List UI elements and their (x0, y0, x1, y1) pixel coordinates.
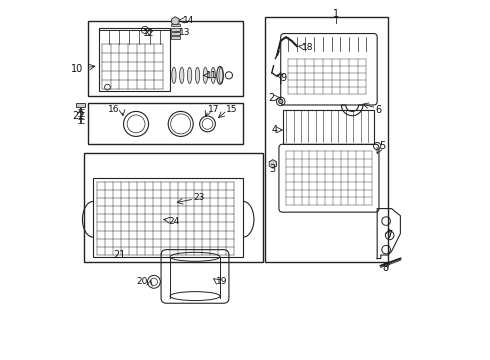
Bar (171, 36, 180, 39)
Bar (93, 178, 243, 257)
Circle shape (279, 99, 283, 104)
Bar (265, 18, 388, 262)
Text: 2: 2 (269, 93, 275, 103)
Text: 15: 15 (226, 105, 237, 114)
Ellipse shape (172, 67, 176, 84)
Bar (171, 28, 180, 31)
Bar (88, 103, 243, 144)
Ellipse shape (203, 67, 207, 84)
Bar (84, 153, 263, 262)
Text: 3: 3 (270, 164, 276, 174)
Text: 13: 13 (179, 28, 191, 37)
Text: 4: 4 (272, 125, 278, 135)
Text: 6: 6 (375, 105, 382, 115)
Text: 14: 14 (182, 16, 194, 25)
Text: 7: 7 (386, 230, 392, 240)
Text: 1: 1 (333, 9, 339, 19)
Ellipse shape (211, 67, 215, 84)
Text: 12: 12 (143, 29, 154, 38)
Ellipse shape (188, 67, 192, 84)
Bar (76, 103, 85, 107)
Bar (283, 111, 373, 144)
Ellipse shape (219, 67, 223, 84)
Text: 24: 24 (168, 217, 179, 226)
Text: 16: 16 (108, 105, 119, 114)
Text: 23: 23 (193, 193, 205, 202)
Ellipse shape (196, 67, 199, 84)
Bar (171, 32, 180, 35)
Text: 10: 10 (71, 64, 83, 74)
Text: 9: 9 (280, 73, 286, 83)
Ellipse shape (180, 67, 184, 84)
Bar (171, 24, 180, 26)
Bar (98, 28, 170, 91)
Text: 19: 19 (216, 277, 227, 286)
Polygon shape (269, 159, 276, 168)
Text: 20: 20 (136, 277, 148, 286)
Text: 21: 21 (113, 250, 125, 260)
Text: 11: 11 (206, 71, 217, 80)
Text: 22: 22 (73, 111, 85, 121)
Text: 5: 5 (379, 141, 385, 151)
Text: 17: 17 (207, 105, 219, 114)
Text: 18: 18 (302, 43, 314, 52)
Text: 8: 8 (383, 262, 389, 273)
Polygon shape (172, 17, 179, 25)
Bar (88, 21, 243, 96)
